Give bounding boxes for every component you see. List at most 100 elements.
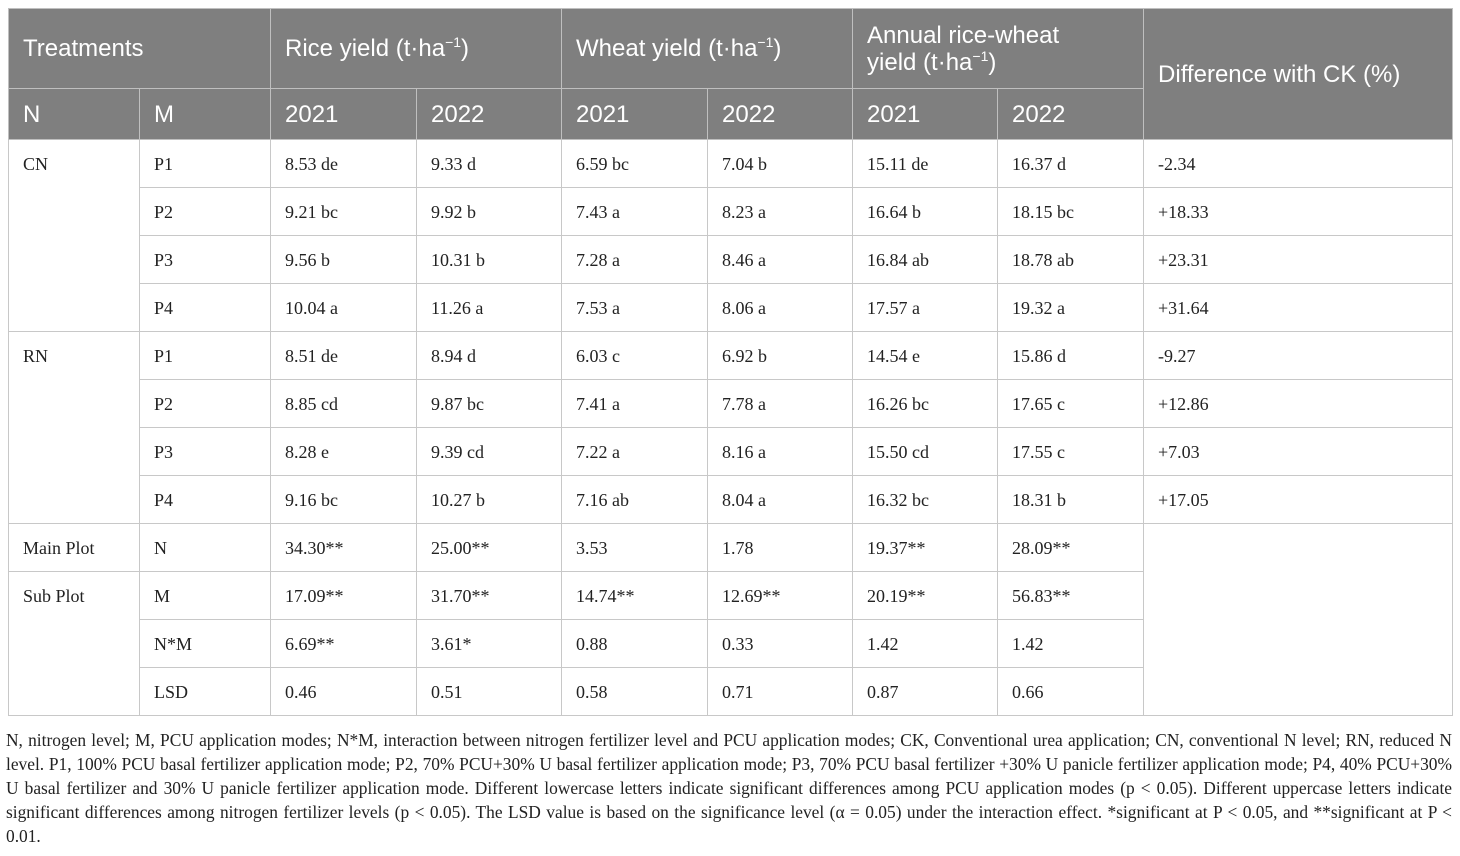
header-row-1: Treatments Rice yield (t·ha−1) Wheat yie… — [7, 8, 1454, 140]
mode-cell: P2 — [138, 187, 272, 236]
wheat-2021-cell: 7.43 a — [561, 187, 709, 236]
rice-2021-cell: 8.28 e — [270, 427, 418, 476]
wheat-2021-cell: 7.22 a — [561, 427, 709, 476]
wheat-2021-cell: 6.03 c — [561, 331, 709, 380]
mode-cell: N*M — [138, 619, 272, 668]
wheat-2021-cell: 3.53 — [561, 523, 709, 572]
group-cell: Sub Plot — [8, 571, 140, 716]
rice-2021-cell: 17.09** — [270, 571, 418, 620]
header-wheat-2021: 2021 — [561, 88, 709, 140]
rice-2022-cell: 3.61* — [416, 619, 563, 668]
mode-cell: P1 — [138, 331, 272, 380]
wheat-2021-cell: 7.53 a — [561, 283, 709, 332]
rice-2022-cell: 31.70** — [416, 571, 563, 620]
annual-2022-cell: 28.09** — [997, 523, 1145, 572]
rice-2022-cell: 9.33 d — [416, 139, 563, 188]
rice-2021-cell: 9.16 bc — [270, 475, 418, 524]
difference-cell: +17.05 — [1143, 475, 1454, 524]
header-rice-2021: 2021 — [270, 88, 418, 140]
difference-cell: +12.86 — [1143, 379, 1454, 428]
table-row: LSD 0.46 0.51 0.58 0.71 0.87 0.66 — [9, 667, 1453, 716]
annual-2021-cell: 16.84 ab — [852, 235, 999, 284]
header-m: M — [138, 88, 272, 140]
header-row-2: N M 2021 2022 2021 2022 2021 2022 — [8, 88, 1453, 140]
table-row: P2 8.85 cd 9.87 bc 7.41 a 7.78 a 16.26 bc 17.6… — [9, 379, 1454, 428]
rice-2021-cell: 8.51 de — [270, 331, 418, 380]
header-annual-2022: 2022 — [997, 88, 1145, 140]
mode-cell: N — [138, 523, 272, 572]
mode-cell: P4 — [138, 475, 272, 524]
table-row: P4 9.16 bc 10.27 b 7.16 ab 8.04 a 16.32 bc 18.… — [9, 475, 1454, 524]
mode-cell: M — [138, 571, 272, 620]
wheat-2022-cell: 12.69** — [707, 571, 854, 620]
header-wheat-2022: 2022 — [707, 88, 854, 140]
annual-2022-cell: 16.37 d — [997, 139, 1145, 188]
wheat-2021-cell: 7.28 a — [561, 235, 709, 284]
wheat-2021-cell: 6.59 bc — [561, 139, 709, 188]
difference-cell: +31.64 — [1143, 283, 1454, 332]
wheat-2021-cell: 14.74** — [561, 571, 709, 620]
rice-2021-cell: 6.69** — [270, 619, 418, 668]
wheat-2022-cell: 8.16 a — [707, 427, 854, 476]
table-row: P3 9.56 b 10.31 b 7.28 a 8.46 a 16.84 ab 18.78… — [9, 235, 1454, 284]
annual-2021-cell: 15.11 de — [852, 139, 999, 188]
yield-table-container: Treatments Rice yield (t·ha−1) Wheat yie… — [7, 8, 1454, 716]
annual-2022-cell: 17.55 c — [997, 427, 1145, 476]
difference-cell: +7.03 — [1143, 427, 1454, 476]
wheat-2022-cell: 0.71 — [707, 667, 854, 716]
mode-cell: LSD — [138, 667, 272, 716]
annual-2022-cell: 56.83** — [997, 571, 1145, 620]
wheat-2022-cell: 7.04 b — [707, 139, 854, 188]
table-row: Main Plot N 34.30** 25.00** 3.53 1.78 19.37** 2… — [8, 523, 1454, 716]
annual-2022-cell: 18.78 ab — [997, 235, 1145, 284]
rice-2022-cell: 9.92 b — [416, 187, 563, 236]
wheat-2022-cell: 8.46 a — [707, 235, 854, 284]
difference-cell: -9.27 — [1143, 331, 1454, 380]
annual-2021-cell: 16.32 bc — [852, 475, 999, 524]
wheat-2022-cell: 0.33 — [707, 619, 854, 668]
mode-cell: P3 — [138, 427, 272, 476]
header-rice-2022: 2022 — [416, 88, 563, 140]
annual-2021-cell: 14.54 e — [852, 331, 999, 380]
annual-2021-cell: 15.50 cd — [852, 427, 999, 476]
group-cell: Main Plot — [8, 523, 140, 572]
header-treatments: Treatments — [7, 8, 272, 89]
yield-table: Treatments Rice yield (t·ha−1) Wheat yie… — [7, 8, 1454, 716]
annual-2022-cell: 15.86 d — [997, 331, 1145, 380]
annual-2021-cell: 1.42 — [852, 619, 999, 668]
wheat-2022-cell: 8.06 a — [707, 283, 854, 332]
wheat-2021-cell: 0.58 — [561, 667, 709, 716]
rice-2021-cell: 8.85 cd — [270, 379, 418, 428]
annual-2022-cell: 18.31 b — [997, 475, 1145, 524]
header-rice-yield: Rice yield (t·ha−1) — [270, 8, 563, 89]
annual-2021-cell: 16.26 bc — [852, 379, 999, 428]
table-row: CN P1 8.53 de 9.33 d 6.59 bc 7.04 b 15.11 de 16… — [8, 139, 1454, 332]
rice-2022-cell: 8.94 d — [416, 331, 563, 380]
annual-2021-cell: 16.64 b — [852, 187, 999, 236]
annual-2021-cell: 17.57 a — [852, 283, 999, 332]
mode-cell: P2 — [138, 379, 272, 428]
wheat-2022-cell: 8.04 a — [707, 475, 854, 524]
rice-2021-cell: 34.30** — [270, 523, 418, 572]
annual-2022-cell: 1.42 — [997, 619, 1145, 668]
wheat-2021-cell: 0.88 — [561, 619, 709, 668]
wheat-2022-cell: 7.78 a — [707, 379, 854, 428]
rice-2022-cell: 11.26 a — [416, 283, 563, 332]
table-row: P2 9.21 bc 9.92 b 7.43 a 8.23 a 16.64 b 18.15 … — [9, 187, 1454, 236]
rice-2021-cell: 10.04 a — [270, 283, 418, 332]
annual-2022-cell: 17.65 c — [997, 379, 1145, 428]
header-annual-yield: Annual rice-wheat yield (t·ha−1) — [852, 8, 1145, 89]
mode-cell: P3 — [138, 235, 272, 284]
annual-2021-cell: 19.37** — [852, 523, 999, 572]
wheat-2021-cell: 7.16 ab — [561, 475, 709, 524]
difference-cell — [1143, 523, 1454, 716]
difference-cell: -2.34 — [1143, 139, 1454, 188]
rice-2021-cell: 9.21 bc — [270, 187, 418, 236]
annual-2021-cell: 0.87 — [852, 667, 999, 716]
rice-2022-cell: 9.87 bc — [416, 379, 563, 428]
wheat-2022-cell: 8.23 a — [707, 187, 854, 236]
table-row: P3 8.28 e 9.39 cd 7.22 a 8.16 a 15.50 cd 17.55… — [9, 427, 1454, 476]
rice-2022-cell: 10.27 b — [416, 475, 563, 524]
annual-2022-cell: 19.32 a — [997, 283, 1145, 332]
header-n: N — [8, 88, 140, 140]
